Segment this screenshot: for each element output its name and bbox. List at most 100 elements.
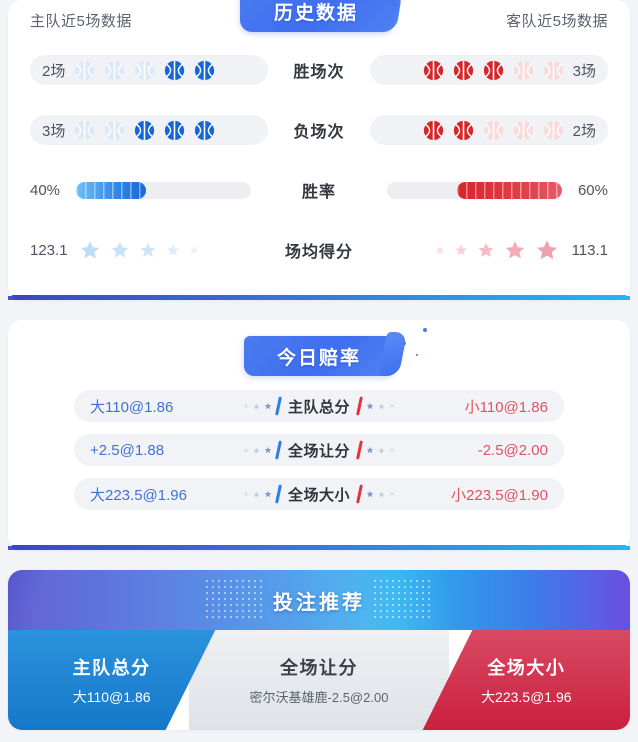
star-icon — [366, 402, 374, 410]
recommendation-card-gray[interactable]: 全场让分 密尔沃基雄鹿-2.5@2.00 — [189, 630, 449, 730]
speck-icon — [423, 328, 427, 332]
away-winrate-group: 60% — [370, 181, 608, 199]
star-icon — [389, 491, 395, 497]
odds-row[interactable]: 大110@1.86 主队总分 小110@1.86 — [74, 390, 564, 422]
star-icon — [253, 491, 260, 497]
card-bottom-accent — [12, 545, 626, 550]
odds-right-stars — [366, 446, 395, 454]
basketball-icon — [483, 120, 503, 140]
odds-right-value[interactable]: -2.5@2.00 — [477, 441, 548, 459]
basketball-icon — [165, 120, 185, 140]
slash-right-icon — [356, 484, 363, 504]
slash-right-icon — [356, 396, 363, 416]
recommendation-card-pick: 大110@1.86 — [72, 688, 151, 705]
stat-row-losses: 3场 负场次 2场 — [8, 100, 630, 160]
odds-left-stars — [243, 490, 272, 498]
basketball-icon — [513, 60, 533, 80]
odds-row-list: 大110@1.86 主队总分 小110@1.86 +2.5@1.88 全场让分 -2.5@… — [8, 390, 630, 510]
odds-left-stars — [243, 446, 272, 454]
stat-label-winrate: 胜率 — [301, 184, 336, 201]
star-icon — [537, 240, 557, 260]
recommendation-card-red[interactable]: 全场大小 大223.5@1.96 — [422, 630, 630, 730]
tab-home-recent[interactable]: 主队近5场数据 — [30, 12, 132, 30]
recommendation-card-title: 主队总分 — [72, 657, 151, 678]
away-losses-balls — [423, 120, 564, 141]
home-winrate-track — [76, 181, 251, 199]
basketball-icon — [513, 120, 533, 140]
history-ribbon: 历史数据 — [240, 0, 392, 32]
star-icon — [366, 490, 374, 498]
odds-right-value[interactable]: 小223.5@1.90 — [451, 486, 548, 504]
odds-middle: 主队总分 — [243, 396, 395, 417]
star-icon — [389, 447, 395, 453]
home-avg-group: 123.1 — [30, 239, 268, 261]
recommendation-card-pick: 密尔沃基雄鹿-2.5@2.00 — [249, 690, 389, 705]
away-winrate-value: 60% — [577, 181, 608, 199]
recommendation-title: 投注推荐 — [273, 591, 365, 614]
tab-history-data[interactable]: 历史数据 — [240, 0, 398, 32]
tab-away-recent[interactable]: 客队近5场数据 — [506, 12, 608, 30]
odds-left-stars — [243, 402, 272, 410]
odds-left-value[interactable]: 大223.5@1.96 — [90, 486, 187, 504]
odds-left-value[interactable]: +2.5@1.88 — [90, 441, 165, 459]
away-winrate-fill — [457, 181, 562, 199]
star-icon — [111, 242, 129, 258]
away-wins-value: 3场 — [572, 62, 596, 80]
stat-label-wins: 胜场次 — [293, 64, 345, 81]
slash-left-icon — [275, 396, 282, 416]
basketball-icon — [75, 120, 95, 140]
slash-right-icon — [356, 440, 363, 460]
home-losses-balls — [74, 120, 215, 141]
home-winrate-group: 40% — [30, 181, 268, 199]
basketball-icon — [195, 60, 215, 80]
odds-left-value[interactable]: 大110@1.86 — [90, 398, 174, 416]
star-icon — [389, 403, 395, 409]
away-losses-pill: 2场 — [370, 115, 608, 145]
recommendation-banner: 投注推荐 — [8, 570, 630, 630]
odds-right-value[interactable]: 小110@1.86 — [464, 398, 548, 416]
recommendation-card-blue[interactable]: 主队总分大110@1.86 — [8, 630, 216, 730]
star-icon — [366, 446, 374, 454]
star-icon — [167, 244, 179, 256]
dot-pattern-right-icon — [372, 578, 434, 622]
star-icon — [264, 490, 272, 498]
star-icon — [505, 241, 525, 259]
basketball-icon — [195, 120, 215, 140]
basketball-icon — [453, 120, 473, 140]
basketball-icon — [135, 120, 155, 140]
stat-row-wins: 2场 胜场次 3场 — [8, 40, 630, 100]
odds-market-name: 全场大小 — [275, 484, 363, 505]
stat-label-losses: 负场次 — [293, 124, 345, 141]
speck-icon — [403, 342, 406, 345]
away-wins-balls — [423, 60, 564, 81]
basketball-icon — [483, 60, 503, 80]
speck-icon — [416, 354, 418, 356]
odds-right-stars — [366, 490, 395, 498]
star-icon — [243, 447, 249, 453]
today-odds-card: 今日赔率 大110@1.86 主队总分 小110@1.86 +2.5@1.88 全场让分… — [8, 320, 630, 550]
odds-market-name: 全场让分 — [275, 440, 363, 461]
home-losses-value: 3场 — [42, 122, 66, 140]
star-icon — [189, 246, 199, 254]
stat-row-avg-points: 123.1 场均得分 113.1 — [8, 220, 630, 280]
odds-market-name: 主队总分 — [275, 396, 363, 417]
star-icon — [478, 242, 494, 257]
away-avg-group: 113.1 — [370, 238, 608, 262]
away-wins-pill: 3场 — [370, 55, 608, 85]
star-icon — [253, 403, 260, 409]
odds-right-stars — [366, 402, 395, 410]
odds-row[interactable]: +2.5@1.88 全场让分 -2.5@2.00 — [74, 434, 564, 466]
basketball-icon — [543, 60, 563, 80]
dot-pattern-left-icon — [204, 578, 266, 622]
bet-recommendation-card: 投注推荐 主队总分 大110@1.86 全场让分 密尔沃基雄鹿-2.5@2.00 全场大… — [8, 570, 630, 730]
star-icon — [243, 491, 249, 497]
odds-banner-area: 今日赔率 — [8, 320, 630, 390]
home-avg-stars — [79, 239, 199, 261]
away-losses-value: 2场 — [572, 122, 596, 140]
odds-row[interactable]: 大223.5@1.96 全场大小 小223.5@1.90 — [74, 478, 564, 510]
history-tab-row: 主队近5场数据 历史数据 客队近5场数据 — [8, 0, 630, 40]
basketball-icon — [135, 60, 155, 80]
home-wins-balls — [74, 60, 215, 81]
recommendation-card-title: 全场大小 — [487, 657, 566, 678]
star-icon — [378, 403, 385, 409]
